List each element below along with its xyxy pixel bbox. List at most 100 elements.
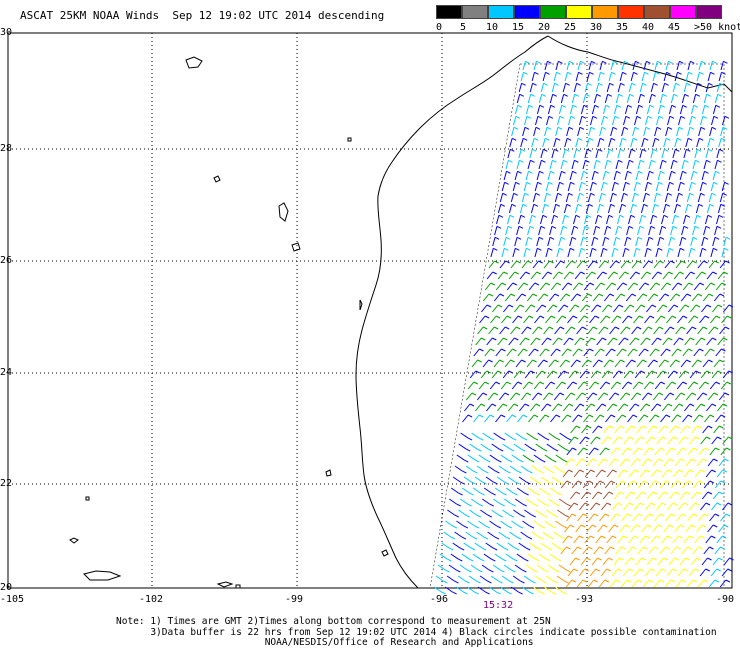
wind-barb	[602, 304, 609, 313]
wind-barb-flag	[579, 469, 584, 473]
wind-barb-flag	[686, 82, 691, 86]
wind-barb-flag	[534, 71, 539, 75]
wind-barb	[585, 337, 592, 346]
wind-barb	[683, 83, 688, 93]
wind-barb	[685, 72, 689, 82]
wind-barb-flag	[617, 568, 622, 572]
wind-barb-flag	[678, 192, 683, 196]
wind-barb	[573, 215, 577, 225]
wind-barb	[707, 458, 714, 467]
wind-barb	[650, 149, 654, 159]
wind-barb-flag	[557, 558, 562, 562]
wind-barb	[624, 171, 628, 181]
wind-barb-flag	[471, 392, 477, 396]
wind-barb	[540, 542, 549, 549]
wind-barb-flag	[596, 159, 601, 163]
wind-barb	[515, 432, 524, 439]
wind-barb	[636, 293, 644, 302]
wind-barb	[538, 553, 547, 560]
wind-barb-flag	[610, 137, 616, 141]
wind-barb-flag	[515, 326, 521, 330]
wind-barb-flag	[574, 304, 580, 308]
wind-barb	[638, 414, 645, 423]
wind-barb-flag	[538, 536, 544, 540]
wind-barb-flag	[603, 247, 608, 251]
wind-barb-flag	[533, 569, 538, 573]
wind-barb-flag	[717, 370, 722, 374]
wind-barb-flag	[498, 448, 504, 452]
wind-barb	[696, 392, 704, 401]
wind-barb-flag	[621, 480, 627, 484]
wind-barb	[604, 226, 608, 236]
wind-barb	[701, 171, 705, 181]
wind-barb-flag	[533, 137, 539, 141]
wind-barb-flag	[623, 126, 629, 130]
wind-barb-flag	[536, 337, 541, 341]
wind-barb-flag	[660, 170, 665, 174]
wind-barb-flag	[703, 579, 709, 583]
wind-barb-flag	[595, 502, 601, 506]
wind-barb	[689, 436, 696, 445]
wind-barb	[498, 465, 507, 472]
wind-barb	[455, 586, 464, 593]
wind-barb	[509, 392, 517, 401]
wind-barb-flag	[612, 535, 617, 539]
wind-barb	[580, 171, 584, 181]
wind-barb	[637, 480, 645, 489]
wind-barb	[648, 546, 655, 555]
wind-barb-flag	[624, 60, 629, 64]
wind-barb-flag	[586, 557, 591, 561]
wind-barb-flag	[486, 370, 491, 374]
wind-barb	[490, 575, 499, 582]
wind-barb-flag	[590, 469, 595, 473]
wind-barb-flag	[619, 557, 624, 561]
wind-barb	[532, 193, 537, 203]
wind-barb	[577, 61, 581, 71]
wind-barb-flag	[566, 137, 572, 141]
legend-tick-label: 10	[486, 22, 499, 33]
wind-barb-flag	[590, 535, 595, 539]
wind-barb	[568, 436, 575, 445]
wind-barb	[553, 392, 561, 401]
wind-barb	[663, 524, 670, 533]
wind-barb-flag	[477, 359, 482, 363]
wind-barb	[510, 193, 515, 203]
wind-barb-flag	[555, 437, 561, 441]
wind-barb-flag	[553, 514, 559, 518]
wind-barb-flag	[569, 60, 574, 64]
wind-barb-flag	[686, 359, 691, 363]
wind-barb	[615, 546, 622, 555]
wind-barb-flag	[469, 558, 474, 562]
wind-barb-flag	[713, 458, 718, 462]
wind-barb-flag	[517, 104, 523, 108]
wind-barb-flag	[713, 392, 719, 396]
wind-barb-flag	[724, 247, 729, 251]
wind-barb	[637, 160, 641, 170]
wind-barb	[592, 425, 599, 434]
wind-barb-flag	[529, 525, 535, 529]
wind-barb-flag	[633, 71, 638, 75]
wind-barb	[718, 72, 722, 82]
wind-barb-flag	[598, 359, 603, 363]
wind-barb-flag	[700, 126, 706, 130]
wind-barb	[488, 260, 495, 269]
wind-barb	[593, 226, 597, 236]
wind-barb	[484, 348, 491, 357]
wind-barb	[526, 432, 535, 439]
wind-barb-flag	[570, 392, 576, 396]
wind-barb	[602, 491, 610, 500]
wind-barb	[721, 315, 728, 324]
wind-barb-flag	[641, 214, 647, 218]
wind-barb	[522, 127, 526, 137]
wind-barb	[563, 403, 570, 412]
wind-barb	[477, 326, 484, 335]
wind-barb	[610, 447, 617, 456]
wind-barb	[557, 509, 566, 516]
wind-barb-flag	[569, 524, 575, 528]
wind-barb-flag	[518, 225, 524, 229]
wind-barb	[643, 381, 651, 390]
wind-barb-flag	[679, 337, 684, 341]
wind-barb-flag	[723, 60, 728, 64]
wind-barb	[481, 304, 488, 313]
wind-barb	[548, 293, 556, 302]
